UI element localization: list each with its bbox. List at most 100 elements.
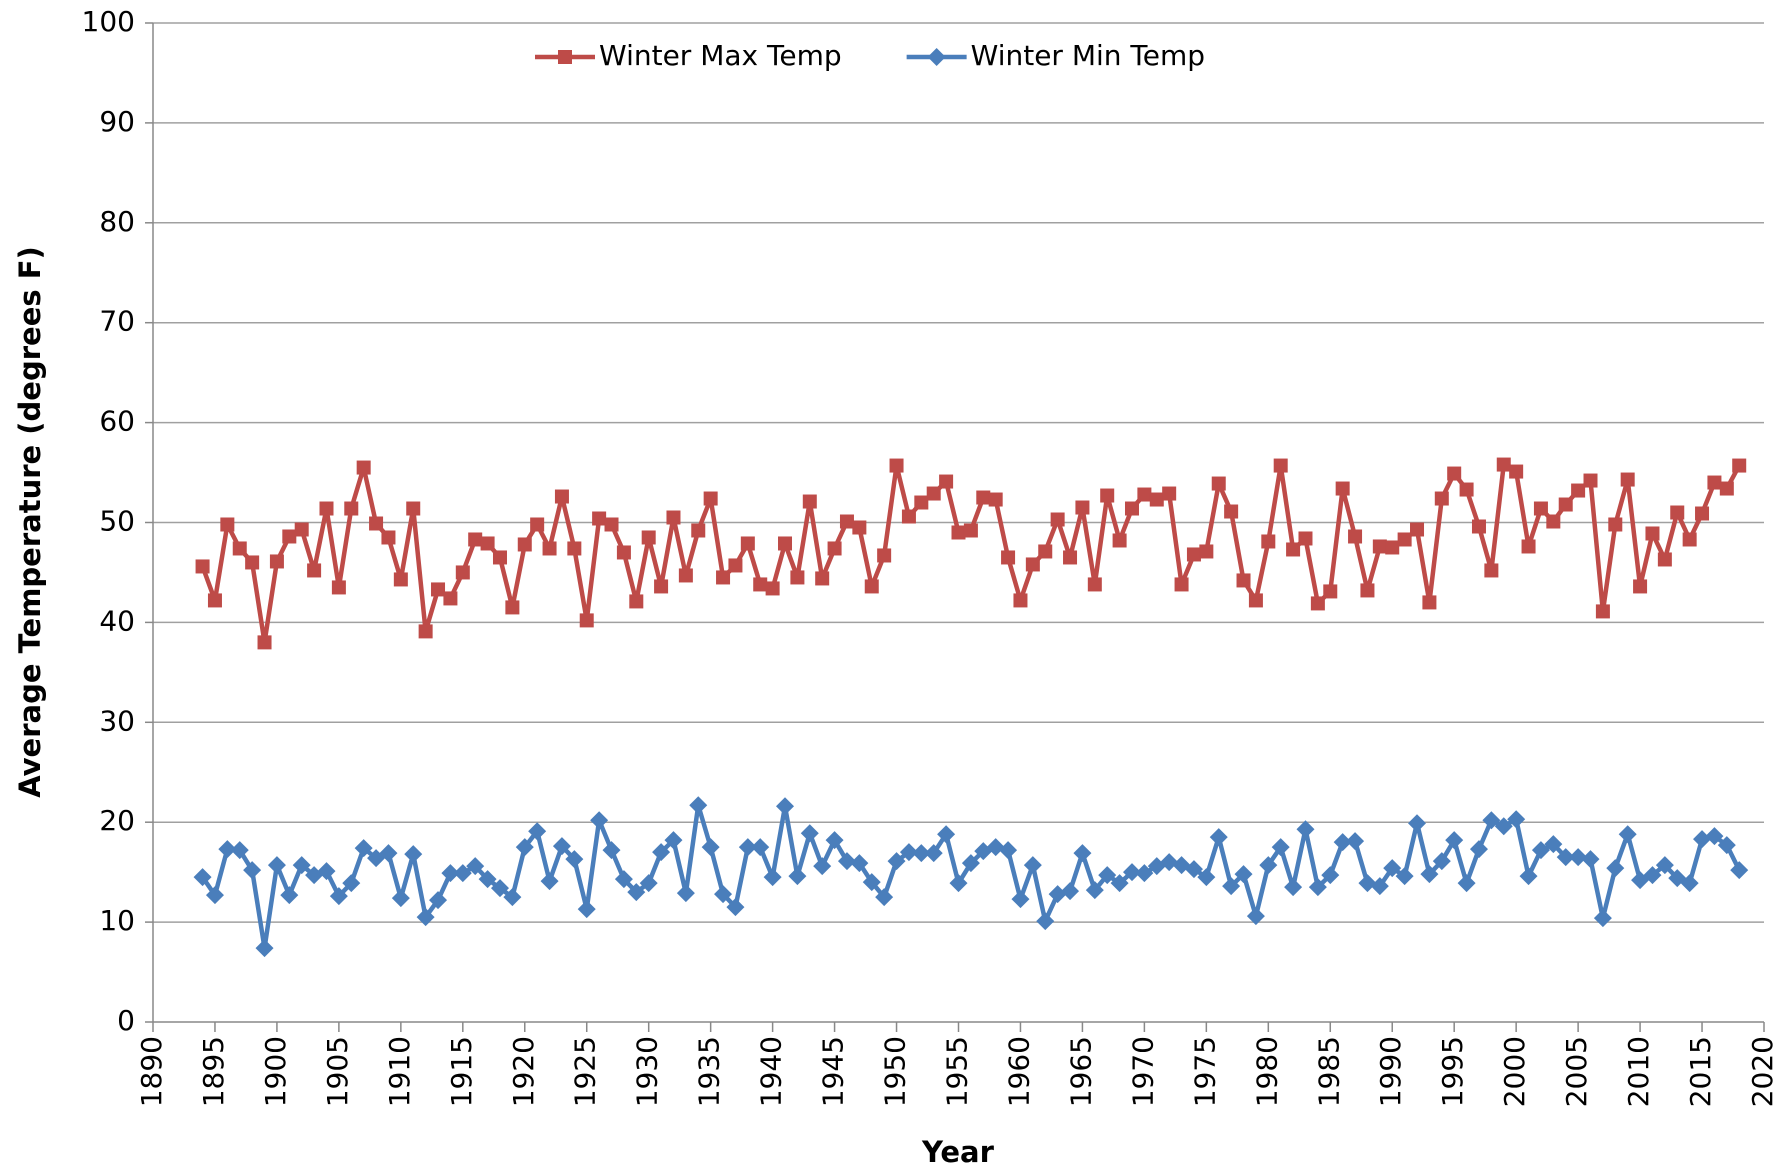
point	[1670, 505, 1685, 520]
point	[926, 486, 941, 501]
point	[1050, 512, 1065, 527]
point	[1432, 852, 1451, 871]
point	[503, 888, 522, 907]
point	[1162, 486, 1177, 501]
point	[1606, 859, 1625, 878]
point	[1073, 844, 1092, 863]
point	[602, 841, 621, 860]
point	[480, 536, 495, 551]
point	[1211, 476, 1226, 491]
point	[505, 600, 520, 615]
point	[1224, 504, 1239, 519]
point	[703, 491, 718, 506]
point	[1310, 596, 1325, 611]
point	[666, 510, 681, 525]
point	[1234, 865, 1253, 884]
x-tick-label: 1930	[631, 1036, 664, 1107]
point	[976, 490, 991, 505]
point	[901, 509, 916, 524]
point	[319, 501, 334, 516]
point	[1558, 497, 1573, 512]
x-tick-label: 1995	[1436, 1036, 1469, 1107]
legend-label: Winter Max Temp	[599, 39, 842, 72]
point	[1348, 529, 1363, 544]
point	[1730, 861, 1749, 880]
point	[951, 525, 966, 540]
point	[1397, 532, 1412, 547]
point	[406, 501, 421, 516]
point	[850, 854, 869, 873]
point	[220, 517, 235, 532]
point	[1445, 831, 1464, 850]
point	[1038, 544, 1053, 559]
point	[1410, 522, 1425, 537]
point	[1395, 867, 1414, 886]
x-tick-label: 1925	[569, 1036, 602, 1107]
point	[676, 884, 695, 903]
legend-label: Winter Min Temp	[971, 39, 1205, 72]
point	[988, 492, 1003, 507]
point	[939, 474, 954, 489]
x-tick-label: 1940	[755, 1036, 788, 1107]
y-tick-label: 80	[99, 205, 135, 238]
point	[889, 458, 904, 473]
point	[1222, 877, 1241, 896]
point	[379, 844, 398, 863]
point	[1581, 850, 1600, 869]
point	[1593, 909, 1612, 928]
point	[540, 872, 559, 891]
point	[678, 568, 693, 583]
point	[232, 541, 247, 556]
point	[1063, 550, 1078, 565]
point	[740, 536, 755, 551]
y-tick-label: 70	[99, 305, 135, 338]
point	[1484, 563, 1499, 578]
point	[639, 874, 658, 893]
point	[1471, 519, 1486, 534]
point	[592, 511, 607, 526]
point	[827, 541, 842, 556]
point	[751, 838, 770, 857]
point	[552, 837, 571, 856]
point	[654, 579, 669, 594]
x-tick-label: 1955	[941, 1036, 974, 1107]
y-tick-label: 10	[99, 904, 135, 937]
point	[193, 868, 212, 887]
point	[1420, 865, 1439, 884]
point	[1434, 491, 1449, 506]
point	[914, 495, 929, 510]
point	[393, 572, 408, 587]
x-tick-label: 2010	[1622, 1036, 1655, 1107]
point	[369, 516, 384, 531]
point	[294, 522, 309, 537]
x-tick-label: 1935	[693, 1036, 726, 1107]
point	[1160, 853, 1179, 872]
point	[269, 554, 284, 569]
point	[776, 797, 795, 816]
point	[590, 811, 609, 830]
point	[1335, 481, 1350, 496]
point	[1298, 531, 1313, 546]
point	[1360, 583, 1375, 598]
point	[468, 532, 483, 547]
point	[1112, 533, 1127, 548]
point	[1719, 481, 1734, 496]
point	[1372, 539, 1387, 554]
point	[381, 530, 396, 545]
point	[1705, 827, 1724, 846]
point	[1323, 584, 1338, 599]
point	[1036, 912, 1055, 931]
x-tick-label: 2020	[1746, 1036, 1779, 1107]
point	[616, 545, 631, 560]
point	[1184, 860, 1203, 879]
point	[1633, 579, 1648, 594]
point	[790, 570, 805, 585]
y-tick-label: 50	[99, 505, 135, 538]
point	[800, 824, 819, 843]
point	[257, 635, 272, 650]
point	[1571, 483, 1586, 498]
point	[530, 517, 545, 532]
point	[629, 594, 644, 609]
point	[999, 841, 1018, 860]
point	[1296, 820, 1315, 839]
